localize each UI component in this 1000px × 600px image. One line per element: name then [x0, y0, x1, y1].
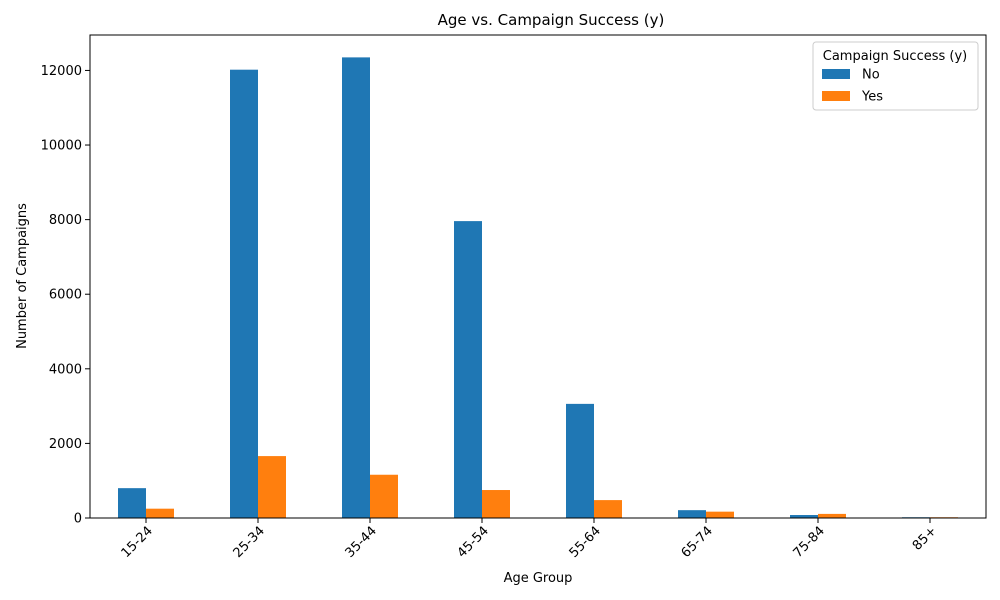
bar-no-35-44	[342, 57, 370, 518]
plot-frame	[89, 34, 987, 519]
legend-title: Campaign Success (y)	[823, 49, 967, 64]
y-tick-label: 0	[74, 512, 82, 527]
y-axis-title: Number of Campaigns	[15, 203, 30, 349]
y-tick-label: 8000	[49, 213, 82, 228]
legend: Campaign Success (y) No Yes	[812, 41, 979, 111]
x-axis-title: Age Group	[504, 571, 573, 586]
chart-title: Age vs. Campaign Success (y)	[438, 11, 665, 29]
y-tick-label: 12000	[41, 64, 82, 79]
legend-swatch-yes	[822, 91, 850, 101]
bar-yes-65-74	[706, 511, 734, 518]
bar-yes-75-84	[818, 513, 846, 518]
bar-no-15-24	[118, 488, 146, 518]
bar-no-55-64	[566, 403, 594, 518]
y-tick-label: 10000	[41, 139, 82, 154]
bar-yes-35-44	[370, 474, 398, 518]
bar-no-75-84	[790, 515, 818, 518]
bar-yes-25-34	[258, 456, 286, 518]
legend-swatch-no	[822, 69, 850, 79]
y-tick-label: 2000	[49, 437, 82, 452]
y-axis: 0 2000 4000 6000 8000 10000 12000	[41, 64, 90, 527]
bar-yes-55-64	[594, 500, 622, 518]
bar-no-25-34	[230, 69, 258, 518]
bars-group	[118, 57, 958, 519]
y-tick-label: 6000	[49, 288, 82, 303]
bar-no-45-54	[454, 221, 482, 519]
legend-label-yes: Yes	[861, 90, 883, 105]
bar-yes-15-24	[146, 508, 174, 518]
bar-no-65-74	[678, 510, 706, 518]
legend-label-no: No	[862, 68, 880, 83]
legend-box	[812, 41, 979, 111]
bar-yes-45-54	[482, 490, 510, 518]
y-tick-label: 4000	[49, 362, 82, 377]
